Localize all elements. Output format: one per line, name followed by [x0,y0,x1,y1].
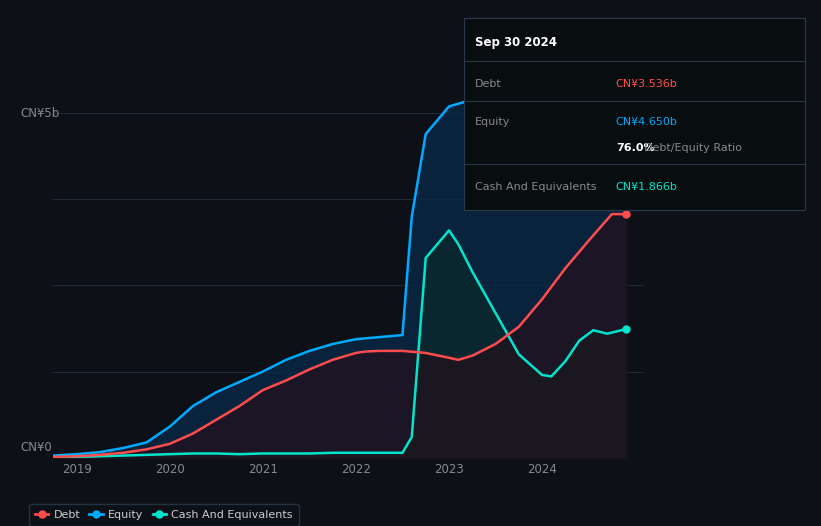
Point [619,133,632,141]
Text: CN¥5b: CN¥5b [21,107,60,120]
Text: CN¥4.650b: CN¥4.650b [616,117,677,127]
Text: Equity: Equity [475,117,510,127]
Text: 76.0%: 76.0% [616,143,654,153]
Legend: Debt, Equity, Cash And Equivalents: Debt, Equity, Cash And Equivalents [30,504,299,526]
Text: Cash And Equivalents: Cash And Equivalents [475,182,596,192]
Text: CN¥1.866b: CN¥1.866b [616,182,677,192]
Text: Sep 30 2024: Sep 30 2024 [475,36,557,49]
Point [619,325,632,333]
Text: CN¥0: CN¥0 [21,441,53,454]
Text: Debt: Debt [475,79,502,89]
Text: Debt/Equity Ratio: Debt/Equity Ratio [644,143,741,153]
Point [619,210,632,218]
Text: CN¥3.536b: CN¥3.536b [616,79,677,89]
